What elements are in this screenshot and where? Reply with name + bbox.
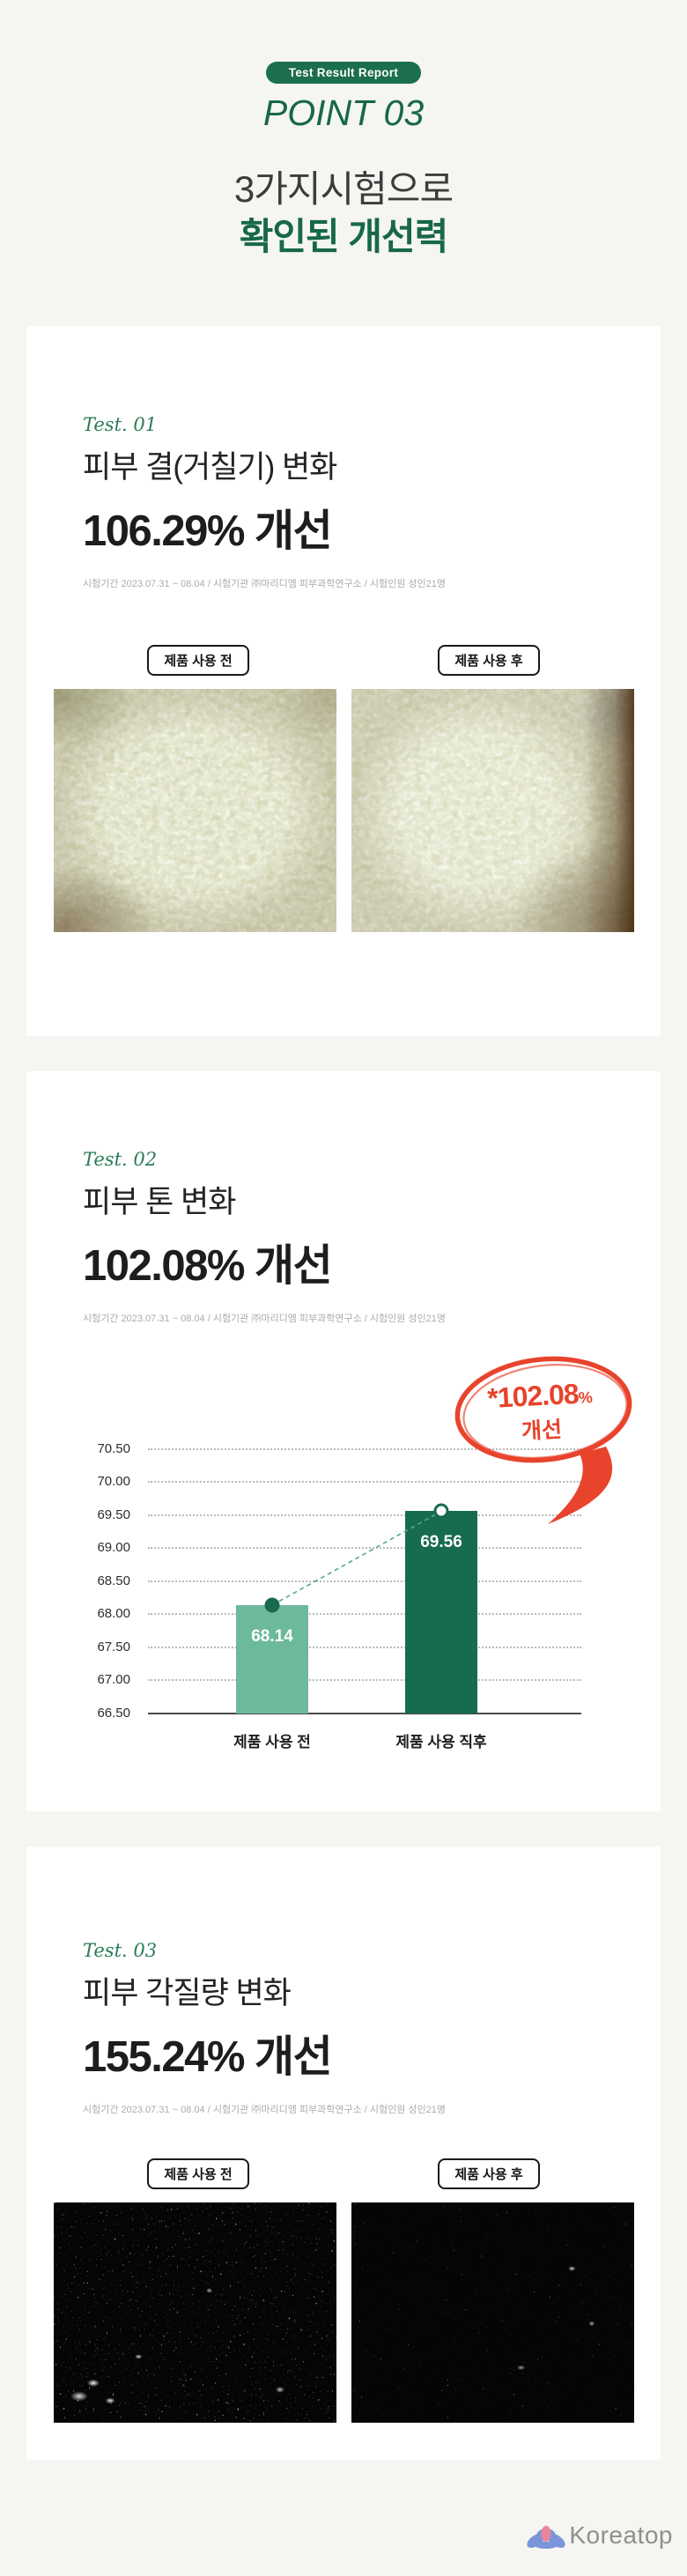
y-tick-label: 67.50: [97, 1639, 130, 1654]
chart-plot: 70.50 70.00 69.50 69.00 68.50 68.00 67.50 67.00…: [97, 1441, 581, 1751]
gridline: [148, 1481, 581, 1483]
gridline: [148, 1514, 581, 1516]
bar-value-label: 68.14: [251, 1626, 293, 1646]
y-tick-label: 67.00: [97, 1672, 130, 1687]
test3-pill-row: 제품 사용 전 제품 사용 후: [26, 2158, 661, 2189]
data-point-dot: [264, 1597, 280, 1612]
gridline: [148, 1679, 581, 1681]
heading-line2: 확인된 개선력: [239, 215, 449, 257]
skin-texture-graphic: [53, 688, 336, 932]
tone-chart: *102.08% 개선 70.50 70.00 69.50 69.00 68.50 68.…: [26, 1348, 661, 1764]
koreatop-logo: Koreatop: [527, 2521, 673, 2550]
y-tick-label: 69.00: [97, 1540, 130, 1555]
lotus-icon: [527, 2525, 566, 2549]
test1-caption: 시험기간 2023.07.31 ~ 08.04 / 시험기관 ㈜마리디엠 피부과…: [83, 578, 447, 589]
keratin-texture-graphic: [53, 2202, 336, 2423]
footer: Koreatop: [0, 2495, 687, 2576]
after-label-pill: 제품 사용 후: [438, 644, 540, 676]
bar-value-label: 69.56: [420, 1533, 462, 1551]
heading-line1: 3가지시험으로: [233, 168, 454, 210]
after-image: [351, 688, 634, 932]
test1-result: 106.29% 개선: [83, 507, 333, 555]
test2-label: Test. 02: [83, 1148, 158, 1170]
test3-caption: 시험기간 2023.07.31 ~ 08.04 / 시험기관 ㈜마리디엠 피부과…: [83, 2104, 447, 2115]
before-label-pill: 제품 사용 전: [147, 2158, 249, 2189]
bar-after: 69.56: [405, 1511, 477, 1714]
improvement-annotation: *102.08% 개선: [451, 1353, 641, 1538]
after-image: [351, 2202, 634, 2423]
report-header: Test Result Report POINT 03 3가지시험으로 확인된 …: [0, 0, 687, 261]
annotation-value: *102.08: [486, 1377, 580, 1414]
bar-before: 68.14: [236, 1604, 308, 1714]
point-title: POINT 03: [262, 93, 425, 133]
test2-result: 102.08% 개선: [83, 1241, 333, 1290]
gridline: [148, 1613, 581, 1615]
scribble-circle-icon: [454, 1356, 632, 1524]
test1-image-row: [26, 688, 661, 932]
test1-pill-row: 제품 사용 전 제품 사용 후: [26, 644, 661, 676]
y-tick-label: 68.00: [97, 1606, 130, 1621]
y-tick-label: 68.50: [97, 1573, 130, 1588]
test-card-1: Test. 01 피부 결(거칠기) 변화 106.29% 개선 시험기간 20…: [26, 325, 661, 1036]
trend-connector-line: [271, 1510, 442, 1606]
after-label-pill: 제품 사용 후: [438, 2158, 540, 2189]
y-tick-label: 70.50: [97, 1440, 130, 1456]
skin-texture-graphic: [351, 688, 634, 932]
page-heading: 3가지시험으로 확인된 개선력: [0, 166, 687, 261]
test3-image-row: [26, 2202, 661, 2423]
gridline: [148, 1447, 581, 1450]
data-point-dot: [433, 1503, 449, 1519]
keratin-texture-graphic: [351, 2202, 634, 2423]
x-category-label: 제품 사용 전: [233, 1733, 311, 1751]
test3-label: Test. 03: [83, 1939, 158, 1961]
x-category-label: 제품 사용 직후: [395, 1733, 487, 1751]
test-card-3: Test. 03 피부 각질량 변화 155.24% 개선 시험기간 2023.…: [26, 1846, 661, 2460]
gridline: [148, 1646, 581, 1648]
report-badge: Test Result Report: [265, 62, 422, 84]
x-axis-line: [148, 1712, 581, 1714]
y-tick-label: 70.00: [97, 1474, 130, 1489]
before-image: [53, 2202, 336, 2423]
gridline: [148, 1580, 581, 1582]
before-image: [53, 688, 336, 932]
annotation-percent: %: [578, 1388, 594, 1407]
gridline: [148, 1547, 581, 1549]
test3-result: 155.24% 개선: [83, 2032, 333, 2081]
y-tick-label: 69.50: [97, 1506, 130, 1522]
test2-caption: 시험기간 2023.07.31 ~ 08.04 / 시험기관 ㈜마리디엠 피부과…: [83, 1313, 447, 1324]
test3-title: 피부 각질량 변화: [83, 1975, 292, 2010]
test1-label: Test. 01: [83, 413, 158, 435]
before-label-pill: 제품 사용 전: [147, 644, 249, 676]
test2-title: 피부 톤 변화: [83, 1184, 236, 1219]
logo-text: Koreatop: [569, 2520, 673, 2549]
test1-title: 피부 결(거칠기) 변화: [83, 449, 337, 485]
y-tick-label: 66.50: [97, 1705, 130, 1721]
test-card-2: Test. 02 피부 톤 변화 102.08% 개선 시험기간 2023.07…: [26, 1070, 661, 1811]
